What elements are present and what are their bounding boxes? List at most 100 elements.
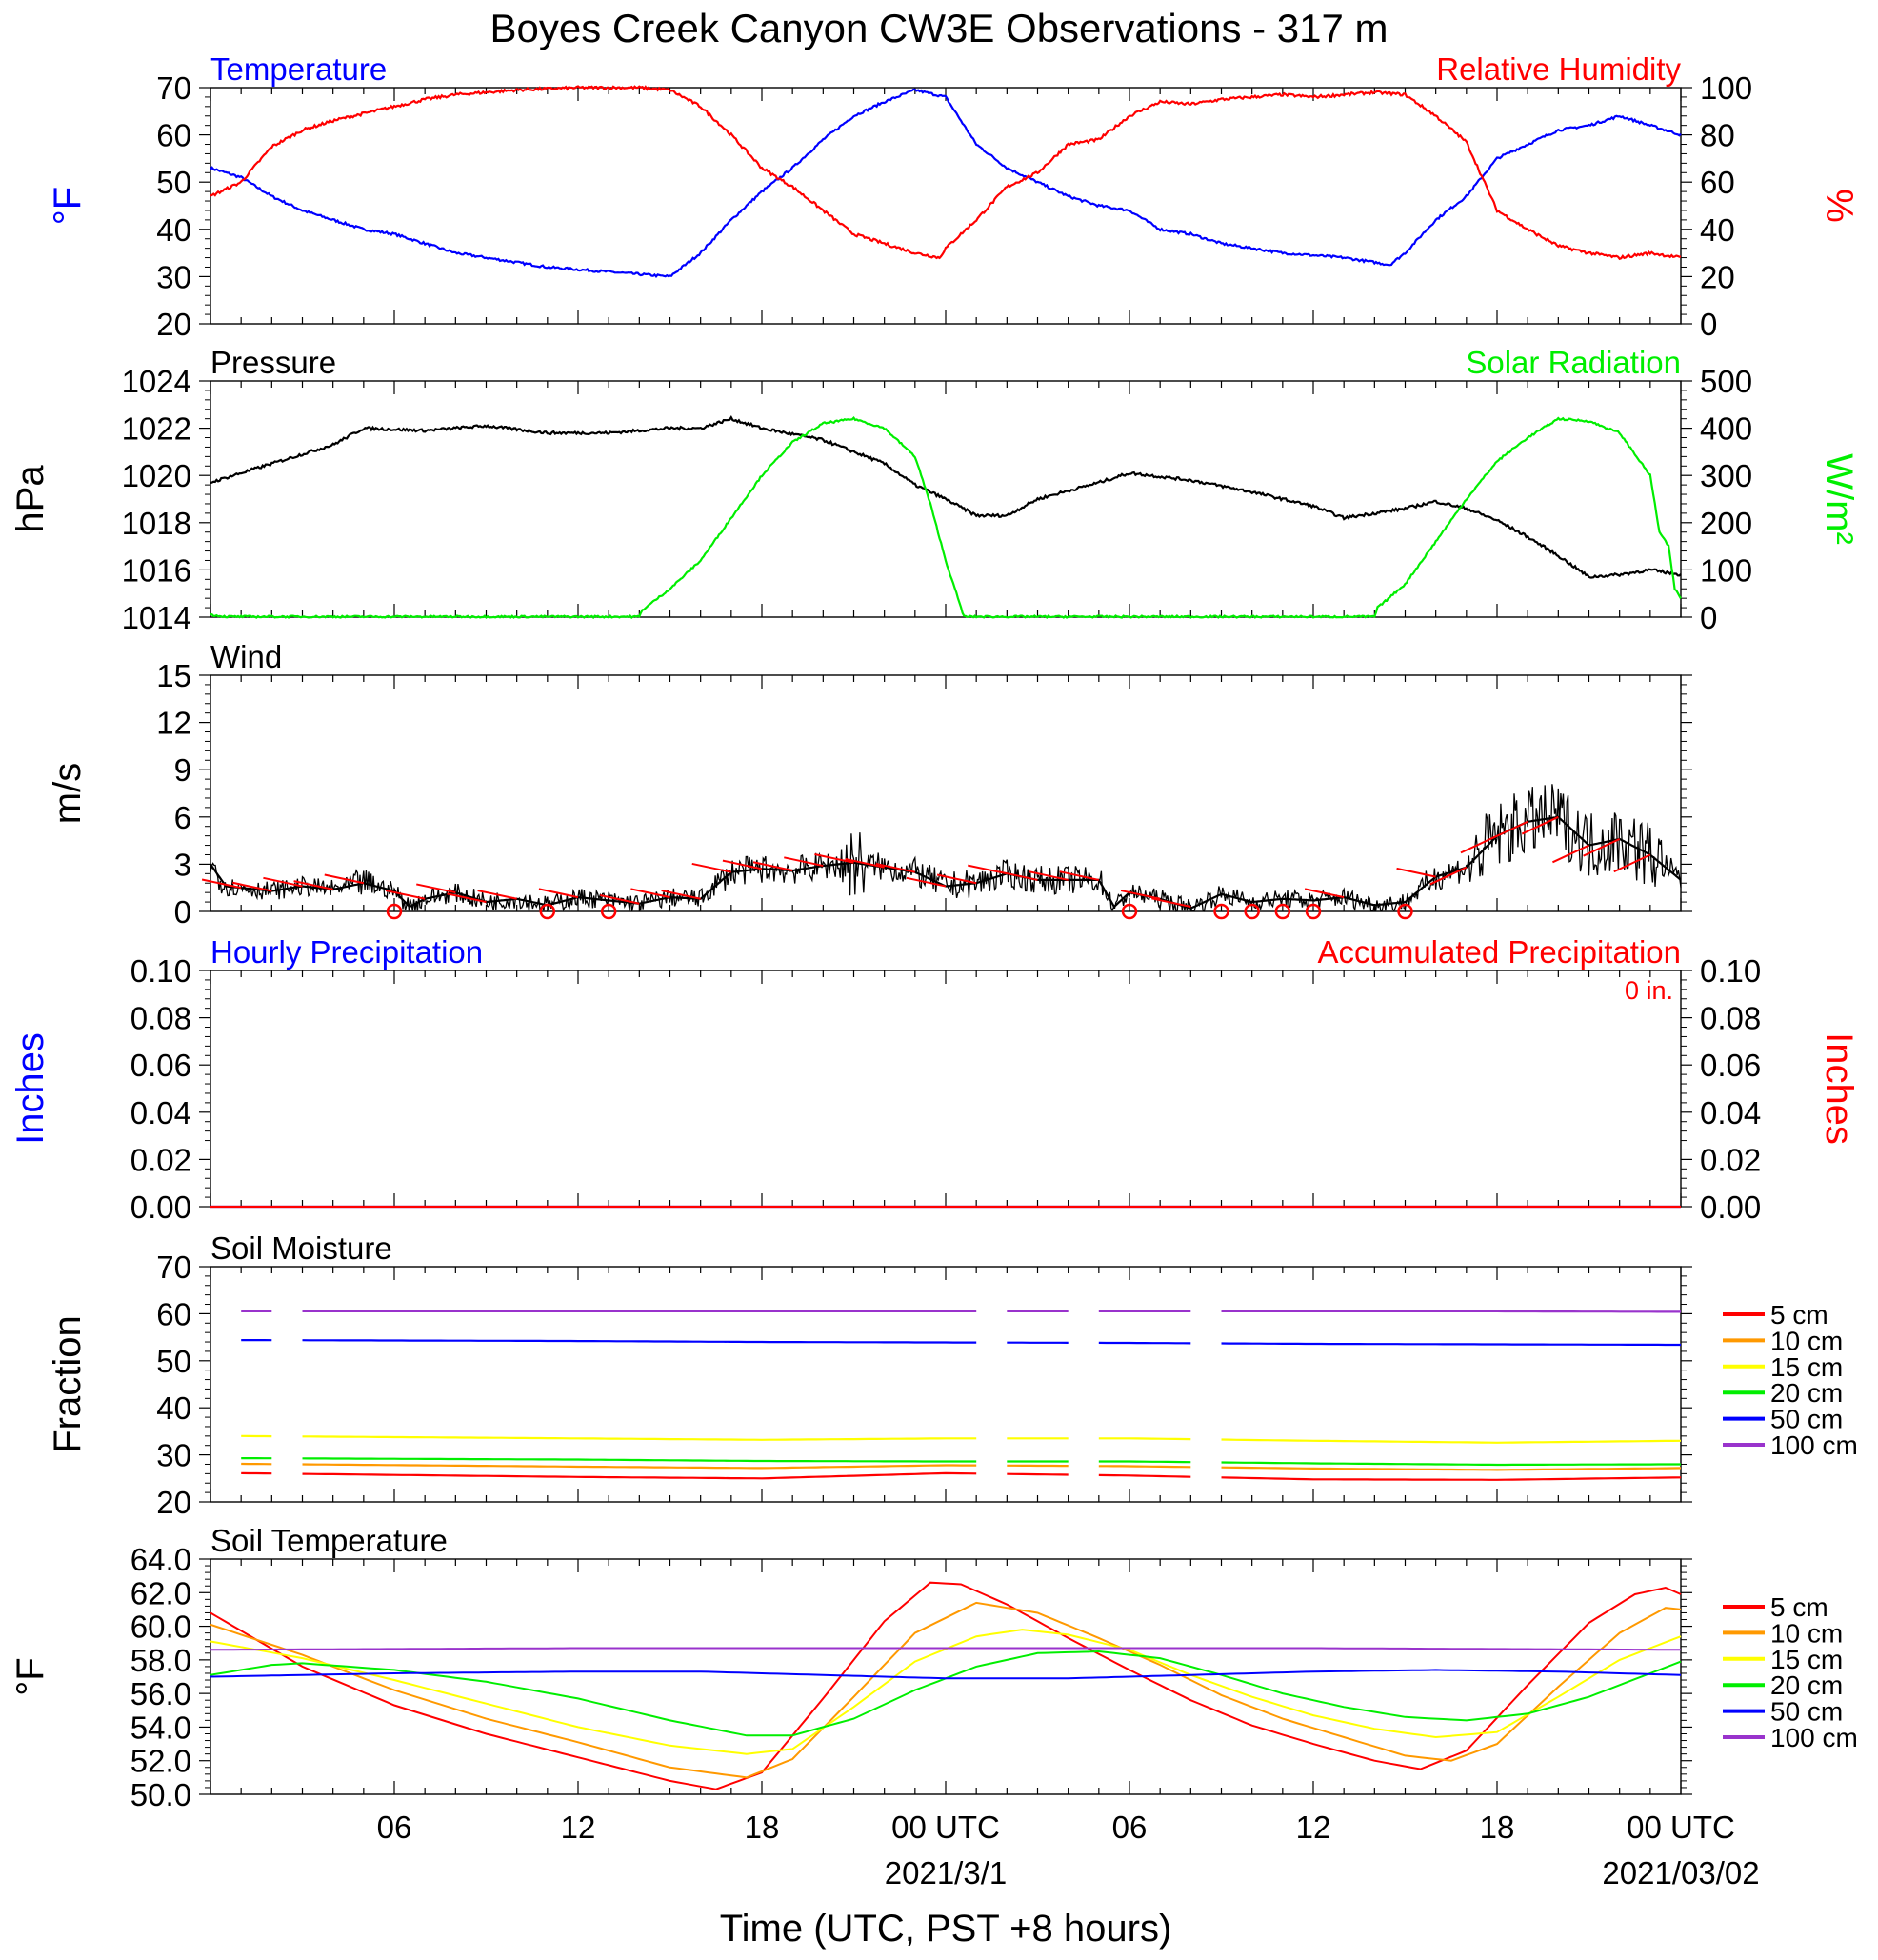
- y-tick-label-left: 60: [156, 118, 191, 153]
- panel-title-left: Temperature: [210, 51, 387, 87]
- y-tick-label-left: 52.0: [130, 1744, 191, 1779]
- series-line-5cm: [1007, 1472, 1069, 1476]
- series-line-right: [210, 85, 1682, 261]
- y-axis-title-left: °F: [10, 1657, 51, 1695]
- wind-barb: [752, 861, 793, 871]
- y-tick-label-left: 60: [156, 1296, 191, 1331]
- panel-title-left: Soil Temperature: [210, 1523, 448, 1558]
- legend-label: 10 cm: [1770, 1618, 1843, 1648]
- wind-barb: [263, 876, 303, 888]
- series-line-50cm: [302, 1339, 977, 1344]
- panel-temperature-rh: 20 30 40 50 60 70 0 20 40 60 80 100 Temperature Relat…: [47, 51, 1860, 342]
- y-tick-label-left: 0.00: [130, 1190, 191, 1225]
- y-tick-label-left: 3: [174, 847, 191, 882]
- figure-title: Boyes Creek Canyon CW3E Observations - 3…: [489, 6, 1388, 50]
- x-tick-label: 12: [1296, 1810, 1331, 1845]
- y-tick-label-left: 1016: [122, 552, 191, 588]
- series-line-right: [210, 415, 1682, 620]
- wind-barb: [1490, 820, 1528, 840]
- y-tick-label-left: 9: [174, 752, 191, 788]
- wind-barb: [1613, 853, 1651, 873]
- series-line-10cm: [1098, 1465, 1191, 1469]
- wind-barb: [1583, 838, 1621, 857]
- wind-barb: [1396, 867, 1436, 878]
- series-line-50cm: [1221, 1342, 1681, 1347]
- panel-title-right: Solar Radiation: [1466, 345, 1681, 380]
- wind-barb: [600, 894, 640, 905]
- legend-label: 20 cm: [1770, 1670, 1843, 1700]
- wind-barb: [936, 873, 977, 885]
- panel-annotation: 0 in.: [1625, 976, 1673, 1005]
- series-line-15cm: [1221, 1438, 1682, 1444]
- legend-label: 5 cm: [1770, 1300, 1828, 1330]
- y-tick-label-left: 0.02: [130, 1142, 191, 1177]
- y-tick-label-left: 0.06: [130, 1048, 191, 1083]
- calm-wind-circle: [1397, 903, 1413, 920]
- y-tick-label-left: 1022: [122, 411, 191, 447]
- legend-label: 50 cm: [1770, 1697, 1843, 1727]
- y-axis-title-left: m/s: [47, 763, 89, 824]
- series-line-10cm: [302, 1463, 977, 1470]
- y-axis-title-right: Inches: [1818, 1032, 1860, 1145]
- panel-title-right: Accumulated Precipitation: [1317, 934, 1681, 970]
- y-tick-label-left: 56.0: [130, 1676, 191, 1711]
- wind-barb: [1059, 870, 1100, 881]
- legend-label: 15 cm: [1770, 1645, 1843, 1674]
- panel-precipitation: 0.00 0.02 0.04 0.06 0.08 0.10 0.00 0.02 0.04 0.06…: [10, 934, 1860, 1225]
- y-tick-label-left: 50: [156, 165, 191, 200]
- calm-wind-circle: [539, 903, 556, 920]
- legend-label: 15 cm: [1770, 1352, 1843, 1382]
- x-tick-label: 00 UTC: [1627, 1810, 1735, 1845]
- wind-barb: [722, 859, 763, 870]
- y-tick-label-left: 40: [156, 1390, 191, 1426]
- calm-wind-circle: [1305, 903, 1322, 920]
- y-tick-label-left: 64.0: [130, 1542, 191, 1577]
- y-tick-label-left: 40: [156, 212, 191, 248]
- panel-title-left: Pressure: [210, 345, 336, 380]
- y-tick-label-right: 200: [1700, 506, 1752, 541]
- panel-wind: 0 3 6 9 12 15 Wind m/s: [47, 639, 1692, 930]
- series-line-5cm: [1098, 1473, 1191, 1478]
- wind-barb: [232, 881, 272, 892]
- wind-barb: [784, 856, 824, 868]
- wind-barb: [1029, 870, 1069, 881]
- y-tick-label-left: 15: [156, 658, 191, 693]
- series-line-50cm: [1098, 1341, 1191, 1345]
- legend-label: 50 cm: [1770, 1405, 1843, 1434]
- y-tick-label-left: 50.0: [130, 1777, 191, 1812]
- series-line-20cm: [1098, 1460, 1191, 1464]
- wind-barb: [324, 873, 365, 885]
- series-line-5cm: [210, 1581, 1682, 1790]
- y-tick-label-left: 1024: [122, 364, 191, 399]
- series-line-5cm: [1221, 1476, 1682, 1481]
- y-axis-title-right: %: [1818, 189, 1860, 223]
- legend-label: 10 cm: [1770, 1326, 1843, 1355]
- wind-barb: [385, 890, 426, 900]
- y-tick-label-right: 400: [1700, 411, 1752, 447]
- series-line-5cm: [302, 1471, 977, 1480]
- y-tick-label-left: 70: [156, 70, 191, 106]
- calm-wind-circle: [600, 903, 617, 920]
- wind-barb: [1151, 897, 1191, 909]
- y-tick-label-left: 0.08: [130, 1001, 191, 1036]
- wind-barb: [1120, 890, 1161, 900]
- legend-label: 100 cm: [1770, 1723, 1858, 1752]
- x-tick-label: 06: [1112, 1810, 1148, 1845]
- y-axis-title-left: Inches: [10, 1032, 51, 1145]
- x-tick-label: 00 UTC: [891, 1810, 1000, 1845]
- series-line-20cm: [1221, 1461, 1681, 1467]
- y-tick-label-left: 30: [156, 1438, 191, 1473]
- y-tick-label-left: 70: [156, 1250, 191, 1285]
- y-axis-title-left: °F: [47, 187, 89, 225]
- y-tick-label-left: 6: [174, 800, 191, 835]
- x-tick-label: 12: [561, 1810, 596, 1845]
- y-tick-label-right: 0.04: [1700, 1095, 1761, 1130]
- y-axis-title-left: hPa: [10, 465, 51, 533]
- series-line-100cm: [210, 1647, 1682, 1651]
- wind-barb: [906, 876, 947, 888]
- wind-barb: [630, 888, 670, 899]
- x-axis: 06 12 18 00 UTC 06 12 18 00 UTC 2021/3/1 2021/03/…: [377, 1810, 1760, 1890]
- panel-soil-moisture: 20 30 40 50 60 70 Soil Moisture Fraction 5 cm10 …: [47, 1230, 1858, 1520]
